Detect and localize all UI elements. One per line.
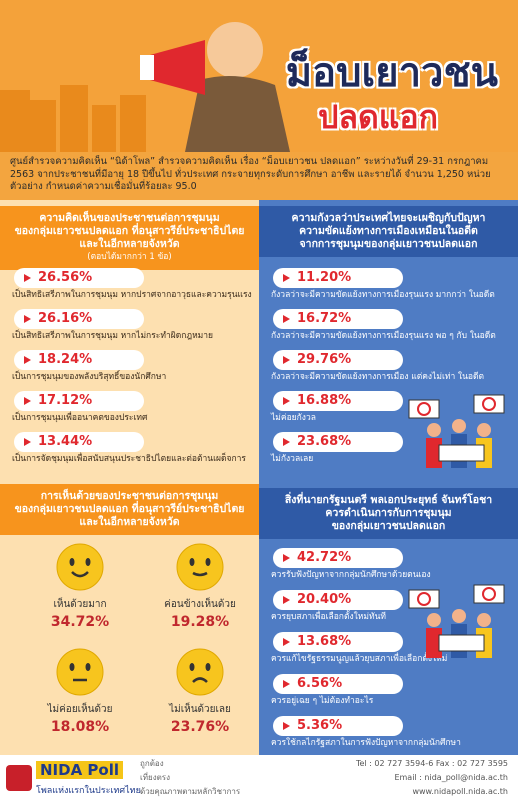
quality: ด้วยคุณภาพตามหลักวิชาการ <box>140 787 241 796</box>
item-label: เป็นการชุมนุมของพลังบริสุทธิ์ของนักศึกษา <box>12 372 167 382</box>
percent-pill: 42.72% <box>273 548 403 568</box>
item-label: ควรใช้กลไกรัฐสภาในการฟังปัญหาจากกลุ่มนัก… <box>271 738 461 748</box>
item-label: ไม่กังวลเลย <box>271 454 314 464</box>
item-label: เป็นสิทธิเสรีภาพในการชุมนุม หากไม่กระทำผ… <box>12 331 214 341</box>
item-label: ควรยุบสภาเพื่อเลือกตั้งใหม่ทันที <box>271 612 386 622</box>
heading-line: สิ่งที่นายกรัฐมนตรี พลเอกประยุทธ์ จันทร์… <box>284 494 493 506</box>
quality: ถูกต้อง <box>140 759 164 768</box>
item-label: ไม่ค่อยกังวล <box>271 413 316 423</box>
item-label: เป็นสิทธิเสรีภาพในการชุมนุม หากปราศจากอา… <box>12 290 252 300</box>
contacts: Tel : 02 727 3594-6 Fax : 02 727 3595 Em… <box>356 757 508 799</box>
item-label: เป็นการชุมนุมเพื่ออนาคตของประเทศ <box>12 413 148 423</box>
percent-pill: 13.68% <box>273 632 403 652</box>
agreement-label: ไม่เห็นด้วยเลย <box>169 704 231 715</box>
agreement-value: 34.72% <box>50 614 110 630</box>
percent-pill: 17.12% <box>14 391 144 411</box>
percent-pill: 23.68% <box>273 432 403 452</box>
percent-pill: 16.88% <box>273 391 403 411</box>
emoji-face <box>56 648 104 696</box>
percent-pill: 26.16% <box>14 309 144 329</box>
contact: Email : nida_poll@nida.ac.th <box>394 773 508 782</box>
heading-line: ของกลุ่มเยาวชนปลดแอก <box>331 520 446 532</box>
contact: www.nidapoll.nida.ac.th <box>412 787 508 796</box>
intro-text: ศูนย์สำรวจความคิดเห็น “นิด้าโพล” สำรวจคว… <box>0 152 518 200</box>
item-label: เป็นการจัดชุมนุมเพื่อสนับสนุนประชาธิปไตย… <box>12 454 246 464</box>
section-heading: ความคิดเห็นของประชาชนต่อการชุมนุม ของกลุ่… <box>0 206 259 270</box>
qualities: ถูกต้อง เที่ยงตรง ด้วยคุณภาพตามหลักวิชาก… <box>140 757 240 799</box>
heading-line: และในอีกหลายจังหวัด <box>79 516 180 528</box>
logo-icon <box>6 765 32 791</box>
percent-pill: 11.20% <box>273 268 403 288</box>
agreement-value: 19.28% <box>170 614 230 630</box>
agreement-label: ไม่ค่อยเห็นด้วย <box>47 704 113 715</box>
heading-line: ความกังวลว่าประเทศไทยจะเผชิญกับปัญหา <box>291 212 486 224</box>
protest-illustration <box>408 394 505 468</box>
heading-line: ความขัดแย้งทางการเมืองเหมือนในอดีต <box>299 225 478 237</box>
percent-pill: 26.56% <box>14 268 144 288</box>
footer: NIDA Poll โพลแห่งแรกในประเทศไทย ถูกต้อง … <box>0 755 518 800</box>
agreement-value: 18.08% <box>50 719 110 735</box>
percent-pill: 6.56% <box>273 674 403 694</box>
emoji-face <box>176 648 224 696</box>
section-heading: การเห็นด้วยของประชาชนต่อการชุมนุม ของกลุ่… <box>0 484 259 535</box>
hero-banner: ม็อบเยาวชน ปลดแอก <box>0 0 518 152</box>
quality: เที่ยงตรง <box>140 773 170 782</box>
agreement-label: เห็นด้วยมาก <box>53 599 107 610</box>
item-label: กังวลว่าจะมีความขัดแย้งทางการเมือง แต่คง… <box>271 372 485 382</box>
heading-line: ความคิดเห็นของประชาชนต่อการชุมนุม <box>39 212 220 224</box>
heading-line: ของกลุ่มเยาวชนปลดแอก ที่อนุสาวรีย์ประชาธ… <box>14 503 245 515</box>
emoji-face <box>56 543 104 591</box>
percent-pill: 29.76% <box>273 350 403 370</box>
heading-line: ของกลุ่มเยาวชนปลดแอก ที่อนุสาวรีย์ประชาธ… <box>14 225 245 237</box>
percent-pill: 18.24% <box>14 350 144 370</box>
agreement-label: ค่อนข้างเห็นด้วย <box>164 599 236 610</box>
agreement-value: 23.76% <box>170 719 230 735</box>
percent-pill: 5.36% <box>273 716 403 736</box>
protest-illustration <box>408 584 505 658</box>
percent-pill: 13.44% <box>14 432 144 452</box>
brand: NIDA Poll <box>36 761 123 779</box>
heading-line: จากการชุมนุมของกลุ่มเยาวชนปลดแอก <box>299 238 478 250</box>
item-label: ควรแก้ไขรัฐธรรมนูญแล้วยุบสภาเพื่อเลือกตั… <box>271 654 448 664</box>
section-heading: สิ่งที่นายกรัฐมนตรี พลเอกประยุทธ์ จันทร์… <box>259 488 518 539</box>
heading-line: การเห็นด้วยของประชาชนต่อการชุมนุม <box>40 490 219 502</box>
percent-pill: 20.40% <box>273 590 403 610</box>
percent-pill: 16.72% <box>273 309 403 329</box>
title: ม็อบเยาวชน <box>285 50 498 96</box>
item-label: ควรอยู่เฉย ๆ ไม่ต้องทำอะไร <box>271 696 374 706</box>
slogan: โพลแห่งแรกในประเทศไทย <box>36 786 141 796</box>
hero-illustration <box>0 22 290 152</box>
heading-note: (ตอบได้มากกว่า 1 ข้อ) <box>87 252 172 262</box>
heading-line: และในอีกหลายจังหวัด <box>79 238 180 250</box>
item-label: ควรรับฟังปัญหาจากกลุ่มนักศึกษาด้วยตนเอง <box>271 570 431 580</box>
subtitle: ปลดแอก <box>318 98 438 136</box>
heading-line: ควรดำเนินการกับการชุมนุม <box>325 507 452 519</box>
item-label: กังวลว่าจะมีความขัดแย้งทางการเมืองรุนแรง… <box>271 290 495 300</box>
emoji-face <box>176 543 224 591</box>
section-heading: ความกังวลว่าประเทศไทยจะเผชิญกับปัญหา ความ… <box>259 206 518 257</box>
left-column: ความคิดเห็นของประชาชนต่อการชุมนุม ของกลุ่… <box>0 200 259 755</box>
contact: Tel : 02 727 3594-6 Fax : 02 727 3595 <box>355 759 508 768</box>
right-column: ความกังวลว่าประเทศไทยจะเผชิญกับปัญหา ความ… <box>259 200 518 755</box>
item-label: กังวลว่าจะมีความขัดแย้งทางการเมืองรุนแรง… <box>271 331 496 341</box>
